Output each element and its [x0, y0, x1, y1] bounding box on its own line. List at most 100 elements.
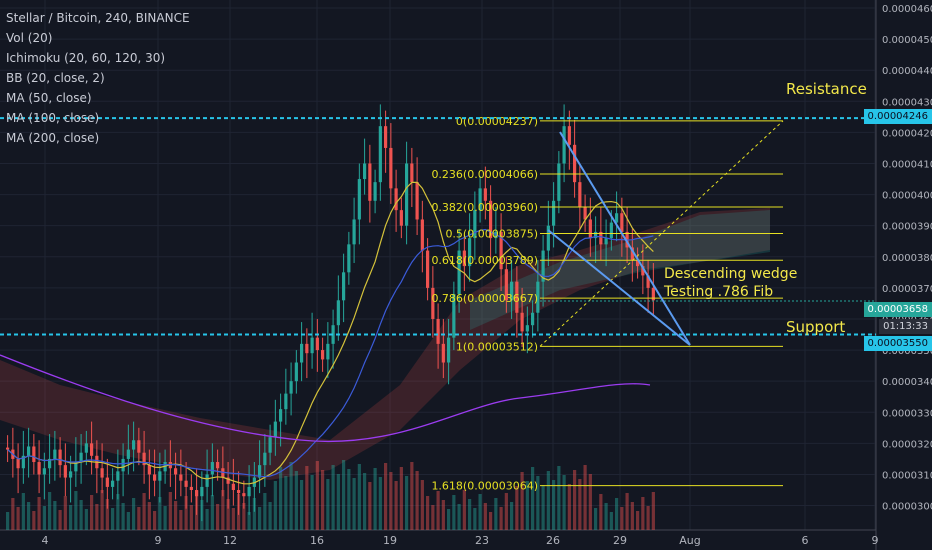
x-tick-label: 9: [155, 534, 162, 547]
candle-body: [90, 443, 94, 456]
candle-body: [373, 182, 377, 201]
candle-body: [457, 250, 461, 295]
volume-bar: [63, 496, 67, 530]
volume-bar: [310, 475, 314, 530]
x-tick-label: 29: [613, 534, 627, 547]
candle-body: [121, 458, 125, 472]
candle-body: [63, 465, 67, 478]
volume-bar: [226, 499, 230, 530]
candle-body: [609, 222, 613, 239]
candle-body: [79, 452, 83, 463]
volume-bar: [494, 498, 498, 530]
volume-bar: [294, 471, 298, 530]
volume-bar: [620, 507, 624, 530]
ma100-line: [7, 228, 654, 478]
candle-body: [483, 188, 487, 201]
volume-bar: [268, 502, 272, 530]
volume-bar: [615, 498, 619, 530]
fib-level-label: 0.5(0.00003875): [445, 227, 538, 240]
candle-body: [74, 462, 78, 472]
volume-bar: [520, 472, 524, 530]
legend-ichimoku[interactable]: Ichimoku (20, 60, 120, 30): [6, 51, 166, 65]
volume-bar: [447, 509, 451, 530]
volume-bar: [541, 485, 545, 530]
legend-title: Stellar / Bitcoin, 240, BINANCE: [6, 11, 190, 25]
volume-bar: [636, 511, 640, 530]
x-tick-label: 16: [310, 534, 324, 547]
legend-ma50[interactable]: MA (50, close): [6, 91, 92, 105]
volume-bar: [588, 474, 592, 530]
candle-body: [578, 182, 582, 208]
volume-bar: [42, 506, 46, 530]
volume-bar: [468, 499, 472, 530]
volume-bar: [326, 479, 330, 530]
volume-bar: [336, 474, 340, 530]
x-tick-label: 26: [546, 534, 560, 547]
legend-bollinger[interactable]: BB (20, close, 2): [6, 71, 105, 85]
volume-bar: [137, 507, 141, 530]
candle-body: [32, 446, 36, 463]
ma200-line: [0, 354, 651, 443]
support-price-tag: 0.00003550: [863, 336, 932, 351]
volume-bar: [21, 493, 25, 530]
ichimoku-cloud-bearish: [0, 208, 770, 480]
candle-body: [646, 275, 650, 288]
volume-bar: [111, 508, 115, 530]
candle-body: [557, 163, 561, 201]
volume-bar: [263, 493, 267, 530]
y-tick-label: 0.00003700: [882, 284, 932, 295]
chart-legend: Stellar / Bitcoin, 240, BINANCE Vol (20)…: [6, 8, 190, 148]
volume-bar: [499, 507, 503, 530]
volume-bar: [11, 498, 15, 530]
volume-bar: [231, 508, 235, 530]
volume-bar: [210, 495, 214, 530]
candle-body: [630, 247, 634, 260]
fib-level-label: 0.618(0.00003789): [431, 254, 538, 267]
candle-body: [352, 219, 356, 245]
volume-bar: [562, 475, 566, 530]
candle-body: [531, 312, 535, 326]
candle-body: [137, 440, 141, 453]
candle-body: [415, 182, 419, 220]
volume-bar: [510, 502, 514, 530]
candle-body: [69, 471, 73, 478]
volume-bar: [489, 512, 493, 530]
candle-body: [48, 458, 52, 469]
candle-body: [247, 486, 251, 497]
candle-body: [132, 440, 136, 450]
volume-bar: [531, 467, 535, 530]
volume-bar: [6, 512, 10, 530]
volume-bar: [431, 505, 435, 530]
volume-bar: [100, 490, 104, 530]
volume-bar: [504, 493, 508, 530]
candle-body: [116, 471, 120, 481]
candle-body: [310, 337, 314, 354]
volume-bar: [368, 482, 372, 530]
volume-bar: [462, 490, 466, 530]
y-tick-label: 0.00003900: [882, 222, 932, 233]
volume-bar: [604, 503, 608, 530]
candle-body: [100, 468, 104, 478]
y-tick-label: 0.00003300: [882, 408, 932, 419]
x-tick-label: 4: [42, 534, 49, 547]
volume-bar: [399, 467, 403, 530]
wedge-label-line1: Descending wedge: [664, 266, 798, 282]
legend-ma100[interactable]: MA (100, close): [6, 111, 100, 125]
legend-volume[interactable]: Vol (20): [6, 31, 53, 45]
volume-bar: [405, 476, 409, 530]
wedge-lower-line: [547, 229, 691, 346]
volume-bar: [90, 495, 94, 530]
volume-bar: [410, 462, 414, 530]
candle-body: [53, 449, 57, 459]
volume-bar: [321, 470, 325, 530]
candle-body: [510, 281, 514, 301]
candle-body: [378, 126, 382, 183]
candle-body: [315, 337, 319, 351]
candle-body: [405, 163, 409, 226]
candle-body: [473, 210, 477, 239]
legend-ma200[interactable]: MA (200, close): [6, 131, 100, 145]
candle-body: [263, 452, 267, 466]
candle-body: [583, 207, 587, 220]
candle-body: [588, 219, 592, 239]
